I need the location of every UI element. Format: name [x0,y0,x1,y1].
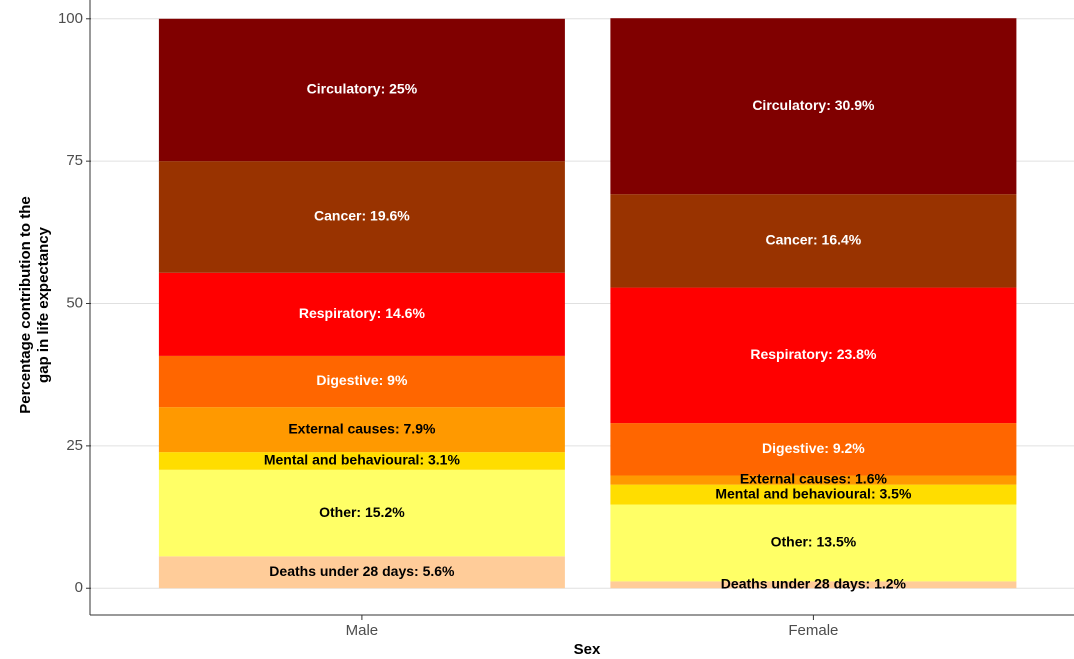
segment-label: Respiratory: 23.8% [750,346,877,362]
bar-segment [158,355,565,408]
x-tick-label: Female [788,622,838,639]
bar-segment [610,484,1017,505]
segment-label: Deaths under 28 days: 1.2% [721,576,907,592]
y-axis-title-line: Percentage contribution to the [17,196,34,414]
segment-label: Digestive: 9% [316,372,408,388]
segment-label: Cancer: 16.4% [766,232,862,248]
y-axis-title: Percentage contribution to the gap in li… [17,196,52,414]
segment-label: Other: 13.5% [771,534,857,550]
segment-label: Cancer: 19.6% [314,208,410,224]
segment-label: Circulatory: 30.9% [752,97,875,113]
bar-segment [610,581,1017,589]
x-tick-label: Male [346,622,379,639]
segment-label: External causes: 7.9% [288,420,436,436]
segment-label: External causes: 1.6% [740,471,888,487]
bar-segment [158,18,565,162]
y-tick-label: 25 [66,437,83,454]
bar-segment [158,452,565,470]
bar-segment [610,287,1017,424]
bar-segment [158,272,565,356]
bar-segment [610,504,1017,582]
bar-segment [610,423,1017,476]
bar-segment [158,161,565,273]
y-tick-label: 100 [58,10,83,27]
bar-segment [610,475,1017,485]
bar-segment [610,194,1017,288]
segment-label: Other: 15.2% [319,504,405,520]
segment-label: Digestive: 9.2% [762,440,865,456]
bar-segment [158,469,565,557]
x-axis-title: Sex [574,641,601,658]
y-axis-title-line: gap in life expectancy [35,226,52,383]
bar-segment [610,18,1017,195]
bar-segment [158,407,565,453]
y-tick-label: 50 [66,294,83,311]
segment-label: Deaths under 28 days: 5.6% [269,563,455,579]
segment-label: Mental and behavioural: 3.5% [715,485,912,501]
segment-label: Mental and behavioural: 3.1% [264,452,461,468]
bar-segment [158,556,565,589]
y-tick-label: 75 [66,152,83,169]
segment-label: Circulatory: 25% [307,81,418,97]
y-tick-label: 0 [75,579,83,596]
segment-label: Respiratory: 14.6% [299,305,426,321]
